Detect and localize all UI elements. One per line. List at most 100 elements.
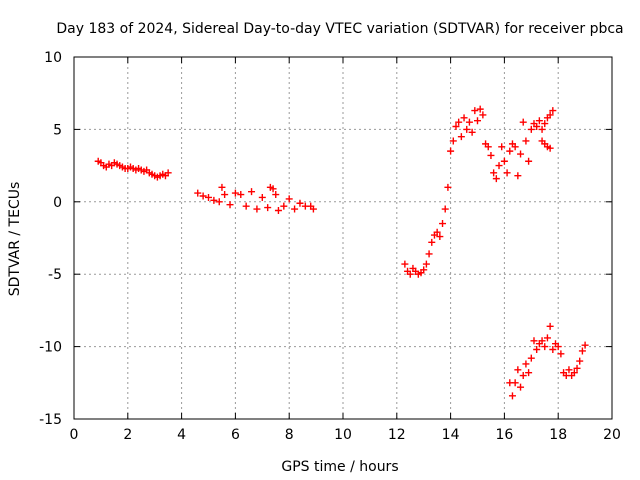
data-point <box>527 354 535 362</box>
data-point <box>565 366 573 374</box>
data-point <box>433 228 441 236</box>
data-point <box>541 343 549 351</box>
data-point <box>495 162 503 170</box>
x-tick-label: 12 <box>388 427 406 443</box>
data-point <box>460 114 468 122</box>
data-point <box>517 150 525 158</box>
data-point <box>439 220 447 228</box>
data-point <box>242 202 250 210</box>
data-point <box>425 250 433 258</box>
data-point <box>581 341 589 349</box>
data-point <box>484 143 492 151</box>
data-point <box>525 157 533 165</box>
data-point <box>511 143 519 151</box>
data-point <box>436 233 444 241</box>
data-point <box>535 117 543 125</box>
data-point <box>557 350 565 358</box>
y-axis-label: SDTVAR / TECUs <box>7 182 23 297</box>
data-point <box>498 143 506 151</box>
data-point <box>533 345 541 353</box>
data-point <box>519 372 527 380</box>
data-point <box>420 266 428 274</box>
data-point <box>514 172 522 180</box>
data-point <box>465 118 473 126</box>
data-point <box>248 188 256 196</box>
data-point <box>422 260 430 268</box>
data-point <box>428 238 436 246</box>
y-tick-label: 10 <box>44 50 62 66</box>
x-tick-label: 14 <box>442 427 460 443</box>
data-points <box>94 105 589 400</box>
data-point <box>549 345 557 353</box>
data-point <box>164 169 172 177</box>
y-tick-label: -15 <box>39 412 62 428</box>
data-point <box>452 123 460 131</box>
data-point <box>487 151 495 159</box>
data-point <box>199 192 207 200</box>
data-point <box>522 360 530 368</box>
y-tick-label: 5 <box>53 122 62 138</box>
data-point <box>272 191 280 199</box>
data-point <box>490 169 498 177</box>
data-point <box>406 270 414 278</box>
data-point <box>264 204 272 212</box>
x-tick-label: 0 <box>70 427 79 443</box>
data-point <box>554 343 562 351</box>
data-point <box>194 189 202 197</box>
data-point <box>500 157 508 165</box>
data-point <box>401 260 409 268</box>
data-point <box>463 125 471 133</box>
data-point <box>269 185 277 193</box>
x-tick-label: 4 <box>177 427 186 443</box>
x-tick-label: 20 <box>603 427 621 443</box>
data-point <box>514 366 522 374</box>
data-point <box>538 125 546 133</box>
data-point <box>258 193 266 201</box>
data-point <box>533 123 541 131</box>
data-point <box>455 118 463 126</box>
y-tick-label: -5 <box>48 267 62 283</box>
data-point <box>226 201 234 209</box>
data-point <box>511 379 519 387</box>
data-point <box>522 137 530 145</box>
y-tick-label: -10 <box>39 340 62 356</box>
data-point <box>506 147 514 155</box>
data-point <box>205 193 212 201</box>
data-point <box>471 107 479 115</box>
data-point <box>444 183 452 191</box>
x-tick-label: 2 <box>123 427 132 443</box>
data-point <box>546 111 554 119</box>
data-point <box>479 111 487 119</box>
data-point <box>546 322 554 330</box>
x-axis-label: GPS time / hours <box>281 459 398 475</box>
axes: 0 2 4 6 8 10 12 14 16 18 20 -15 -10 -5 0 5 10 <box>39 50 621 443</box>
data-point <box>291 205 299 213</box>
x-tick-label: 16 <box>495 427 513 443</box>
data-point <box>441 205 449 213</box>
data-point <box>541 120 549 128</box>
data-point <box>573 364 581 372</box>
data-point <box>517 383 525 391</box>
x-tick-label: 6 <box>231 427 240 443</box>
data-point <box>538 337 546 345</box>
data-point <box>476 105 484 113</box>
data-point <box>285 195 293 203</box>
data-point <box>578 347 586 355</box>
data-point <box>530 337 538 345</box>
y-tick-label: 0 <box>53 195 62 211</box>
data-point <box>210 196 218 204</box>
data-point <box>468 128 476 136</box>
data-point <box>525 369 533 377</box>
x-tick-label: 10 <box>334 427 352 443</box>
data-point <box>508 392 516 400</box>
grid <box>74 57 612 419</box>
data-point <box>280 202 288 210</box>
data-point <box>519 118 527 126</box>
data-point <box>576 357 584 365</box>
data-point <box>546 144 554 152</box>
data-point <box>218 183 226 191</box>
data-point <box>215 198 223 206</box>
data-point <box>274 206 282 214</box>
data-point <box>549 107 557 115</box>
